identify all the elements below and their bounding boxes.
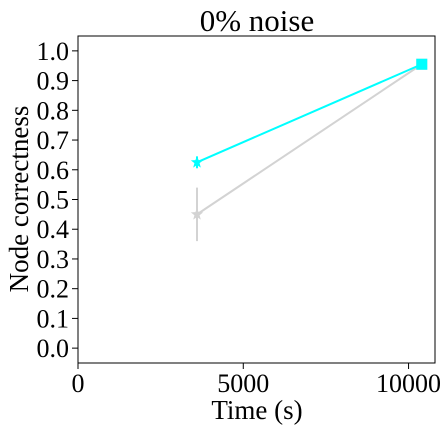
y-tick-label: 0.2: [37, 275, 70, 304]
y-tick-label: 0.9: [37, 67, 70, 96]
x-axis-label: Time (s): [211, 395, 302, 425]
y-tick-label: 0.5: [37, 186, 70, 215]
series-layer: [190, 58, 428, 242]
y-axis: 0.00.10.20.30.40.50.60.70.80.91.0: [37, 37, 78, 363]
y-tick-label: 0.0: [37, 334, 70, 363]
data-point-square: [416, 58, 428, 70]
x-tick-label: 10000: [376, 369, 441, 398]
y-tick-label: 0.4: [37, 215, 70, 244]
data-point-star: [190, 207, 204, 220]
x-tick-label: 5000: [217, 369, 269, 398]
y-tick-label: 0.7: [37, 126, 70, 155]
data-point-star: [190, 155, 204, 168]
plot-area: [77, 35, 436, 364]
y-tick-label: 0.3: [37, 245, 70, 274]
y-tick-label: 0.1: [37, 304, 70, 333]
y-axis-label: Node correctness: [4, 106, 34, 293]
series-line: [196, 63, 423, 216]
series-1: [190, 58, 428, 169]
plot-frame: [77, 35, 436, 364]
chart-title: 0% noise: [200, 3, 315, 38]
y-tick-label: 0.6: [37, 156, 70, 185]
y-tick-label: 1.0: [37, 37, 70, 66]
x-tick-label: 0: [72, 369, 85, 398]
x-axis: 0 5000 10000: [72, 363, 441, 398]
series-line: [196, 63, 423, 164]
y-tick-label: 0.8: [37, 96, 70, 125]
